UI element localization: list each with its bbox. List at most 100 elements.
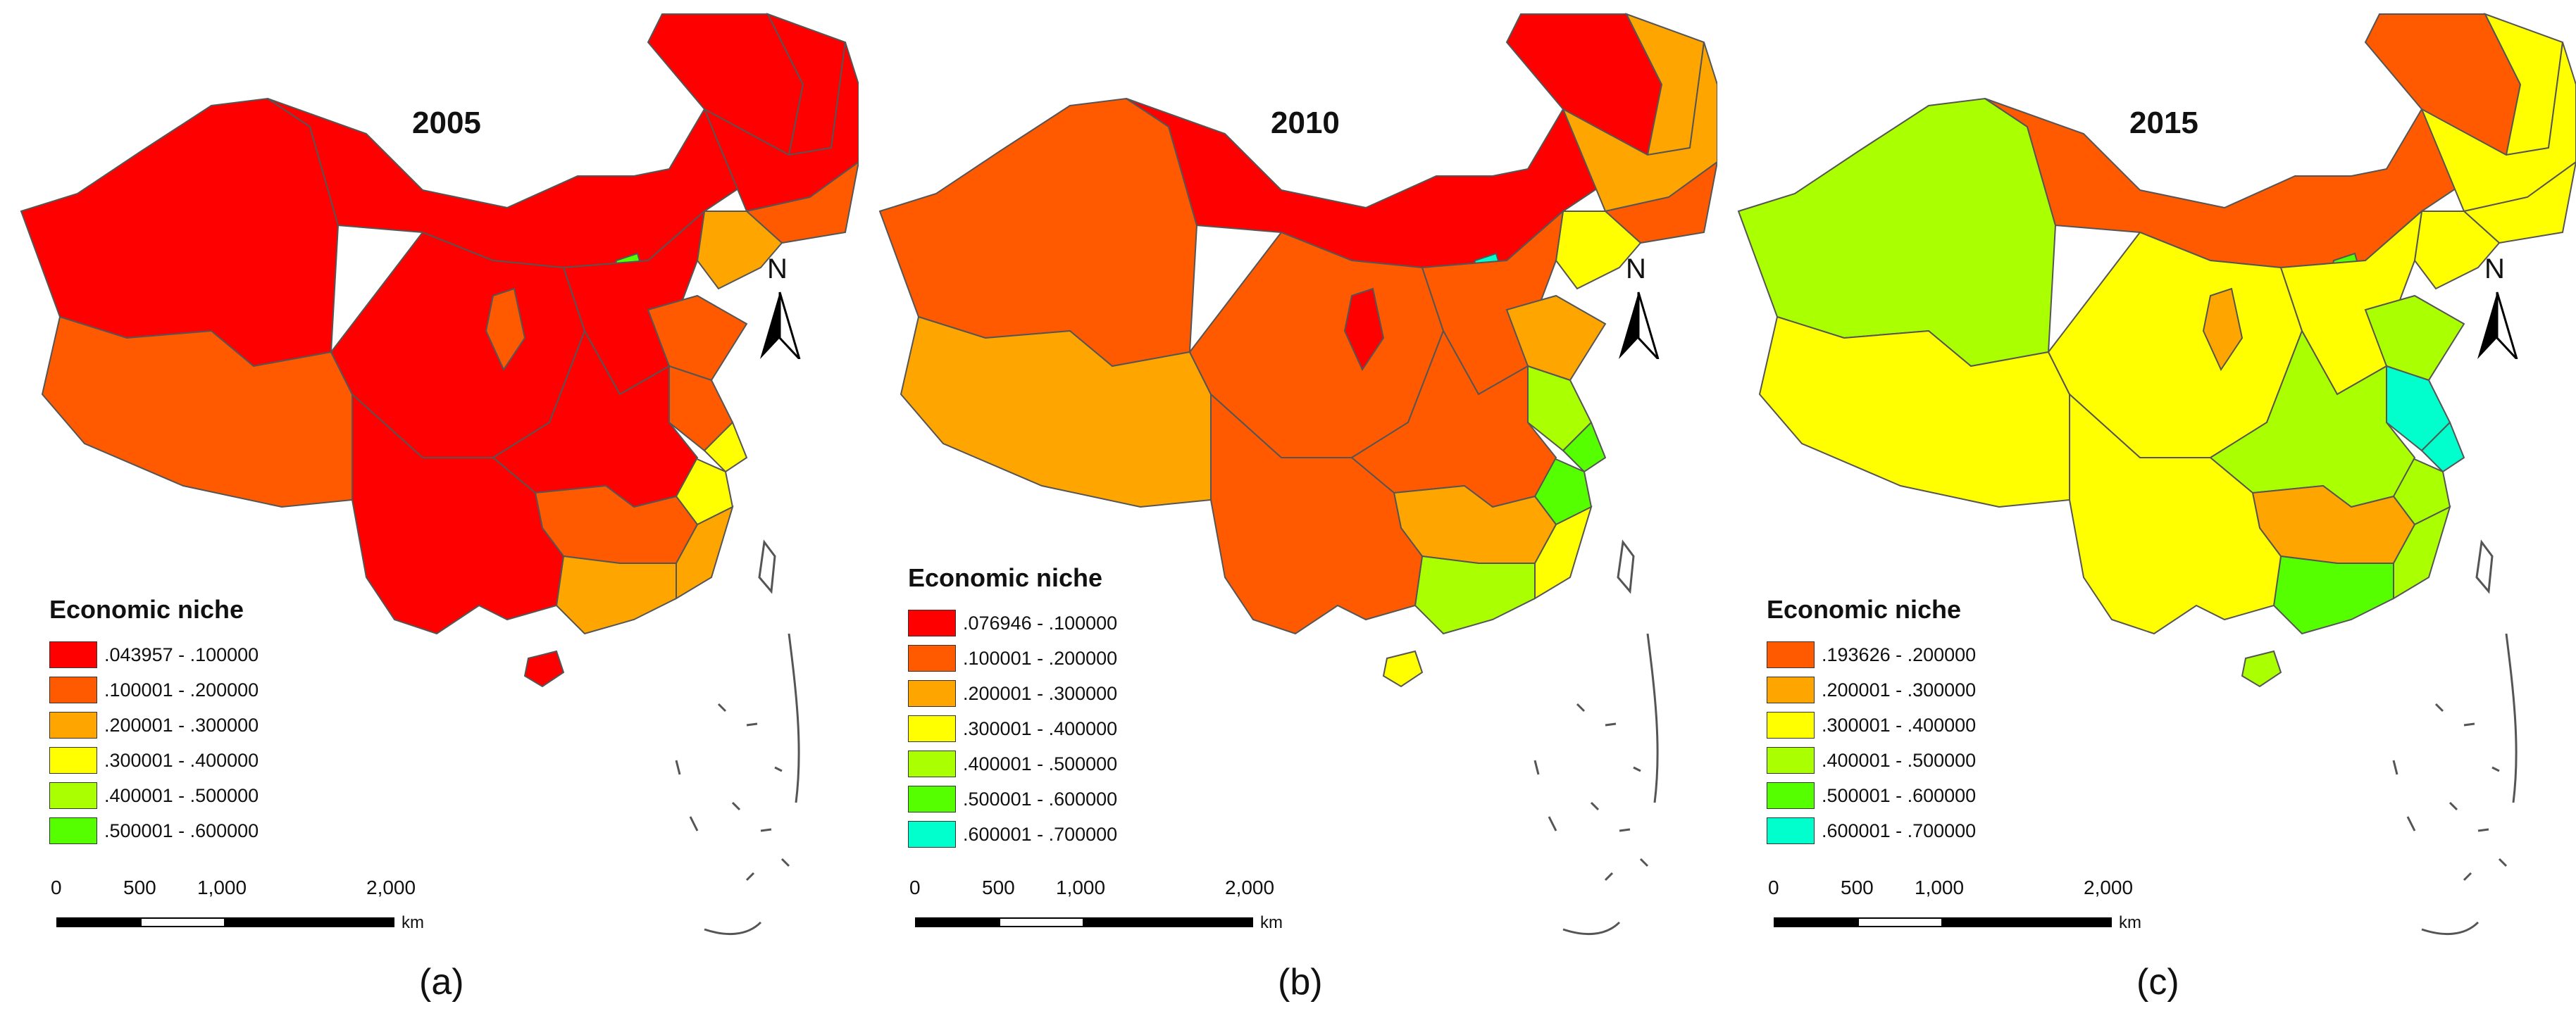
map-svg-2005	[20, 13, 859, 936]
north-arrow-icon	[1619, 291, 1660, 360]
legend-swatch	[1767, 641, 1815, 668]
region-shandong	[1505, 294, 1607, 382]
legend-item: .100001 - .200000	[49, 672, 259, 708]
scale-bar-segment	[1774, 917, 1859, 927]
legend-swatch	[49, 641, 97, 668]
province-layer	[20, 13, 859, 688]
legend-swatch	[908, 786, 956, 812]
legend-item: .300001 - .400000	[49, 743, 259, 778]
legend-label: .200001 - .300000	[104, 714, 259, 736]
legend-item: .600001 - .700000	[908, 817, 1117, 852]
legend-swatch	[908, 610, 956, 636]
sea-islands	[1533, 703, 1649, 881]
map-panel-2010: 2010 N Economic niche .076946 - .100000 …	[859, 0, 1717, 1023]
legend-swatch	[1767, 712, 1815, 739]
scale-tick: 2,000	[1225, 877, 1275, 898]
legend-label: .076946 - .100000	[963, 612, 1118, 634]
region-shanghai	[703, 421, 748, 473]
legend-swatch	[1767, 677, 1815, 703]
scale-bar-segment	[1941, 917, 2112, 927]
legend-swatch	[908, 715, 956, 742]
scale-bar-segment	[140, 917, 225, 927]
legend-item: .200001 - .300000	[908, 676, 1117, 711]
legend-item: .193626 - .200000	[1767, 637, 1976, 672]
region-ningxia	[2202, 287, 2244, 372]
region-shanghai	[1562, 421, 1607, 473]
legend-label: .500001 - .600000	[963, 788, 1118, 810]
legend-item: .500001 - .600000	[908, 782, 1117, 817]
legend-item: .200001 - .300000	[1767, 672, 1976, 708]
region-shanghai	[2420, 421, 2465, 473]
panel-caption: (b)	[1278, 962, 1323, 1003]
region-shandong	[647, 294, 748, 382]
scale-tick: 2,000	[366, 877, 416, 898]
region-guangdong	[555, 555, 677, 635]
legend: Economic niche .193626 - .200000 .200001…	[1767, 595, 1976, 848]
legend-item: .500001 - .600000	[1767, 778, 1976, 813]
scale-tick: 500	[982, 877, 1015, 898]
scale-tick: 1,000	[1915, 877, 1965, 898]
legend: Economic niche .043957 - .100000 .100001…	[49, 595, 259, 848]
legend-title: Economic niche	[1767, 595, 1962, 624]
legend-swatch	[49, 782, 97, 809]
north-label: N	[2484, 253, 2505, 284]
sea-arc	[1562, 633, 1659, 936]
legend-swatch	[49, 712, 97, 739]
legend-label: .600001 - .700000	[963, 823, 1118, 845]
scale-bar-segment	[56, 917, 142, 927]
map-panel-2015: 2015 N Economic niche .193626 - .200000 …	[1717, 0, 2576, 1023]
scale-bar-segment	[1083, 917, 1253, 927]
region-hainan	[523, 650, 565, 688]
legend-label: .300001 - .400000	[1822, 714, 1977, 736]
north-arrow-icon	[2477, 291, 2518, 360]
scale-tick: 2,000	[2084, 877, 2134, 898]
scale-tick: 0	[1768, 877, 1779, 898]
legend-swatch	[908, 821, 956, 848]
legend-item: .300001 - .400000	[908, 711, 1117, 746]
region-ningxia	[485, 287, 526, 372]
region-guangdong	[2272, 555, 2394, 635]
north-arrow: N	[2475, 253, 2520, 363]
panel-caption: (c)	[2136, 962, 2179, 1003]
legend-label: .043957 - .100000	[104, 644, 259, 665]
scale-unit: km	[1260, 913, 1283, 932]
legend-label: .500001 - .600000	[1822, 784, 1977, 806]
legend-label: .200001 - .300000	[1822, 679, 1977, 701]
scale-unit: km	[402, 913, 424, 932]
map-svg-2010	[878, 13, 1717, 936]
legend-label: .600001 - .700000	[1822, 820, 1977, 841]
map-panel-2005: 2005 N Economic niche .043957 - .100000 …	[0, 0, 859, 1023]
legend-label: .400001 - .500000	[104, 784, 259, 806]
province-layer	[1737, 13, 2576, 688]
sea-islands	[2392, 703, 2508, 881]
legend-label: .193626 - .200000	[1822, 644, 1977, 665]
legend-label: .300001 - .400000	[104, 749, 259, 771]
taiwan-outline	[758, 539, 776, 594]
region-ningxia	[1343, 287, 1385, 372]
scale-tick: 0	[909, 877, 921, 898]
legend-title: Economic niche	[49, 595, 244, 624]
legend-label: .100001 - .200000	[963, 647, 1118, 669]
scale-tick: 0	[51, 877, 62, 898]
scale-tick: 1,000	[1056, 877, 1106, 898]
legend-label: .400001 - .500000	[1822, 749, 1977, 771]
sea-islands	[675, 703, 790, 881]
scale-tick: 1,000	[197, 877, 247, 898]
coastline-outlines	[675, 539, 800, 936]
legend-swatch	[908, 645, 956, 672]
legend-item: .400001 - .500000	[49, 778, 259, 813]
legend-label: .500001 - .600000	[104, 820, 259, 841]
region-guangdong	[1414, 555, 1536, 635]
scale-unit: km	[2119, 913, 2141, 932]
legend-swatch	[49, 817, 97, 844]
panel-year: 2015	[2129, 106, 2198, 140]
legend-item: .600001 - .700000	[1767, 813, 1976, 848]
legend-swatch	[49, 677, 97, 703]
north-arrow: N	[757, 253, 802, 363]
scale-bar-segment	[999, 917, 1084, 927]
legend-label: .200001 - .300000	[963, 682, 1118, 704]
legend-item: .076946 - .100000	[908, 605, 1117, 641]
scale-tick: 500	[123, 877, 156, 898]
map-svg-2015	[1737, 13, 2576, 936]
region-hainan	[2241, 650, 2282, 688]
